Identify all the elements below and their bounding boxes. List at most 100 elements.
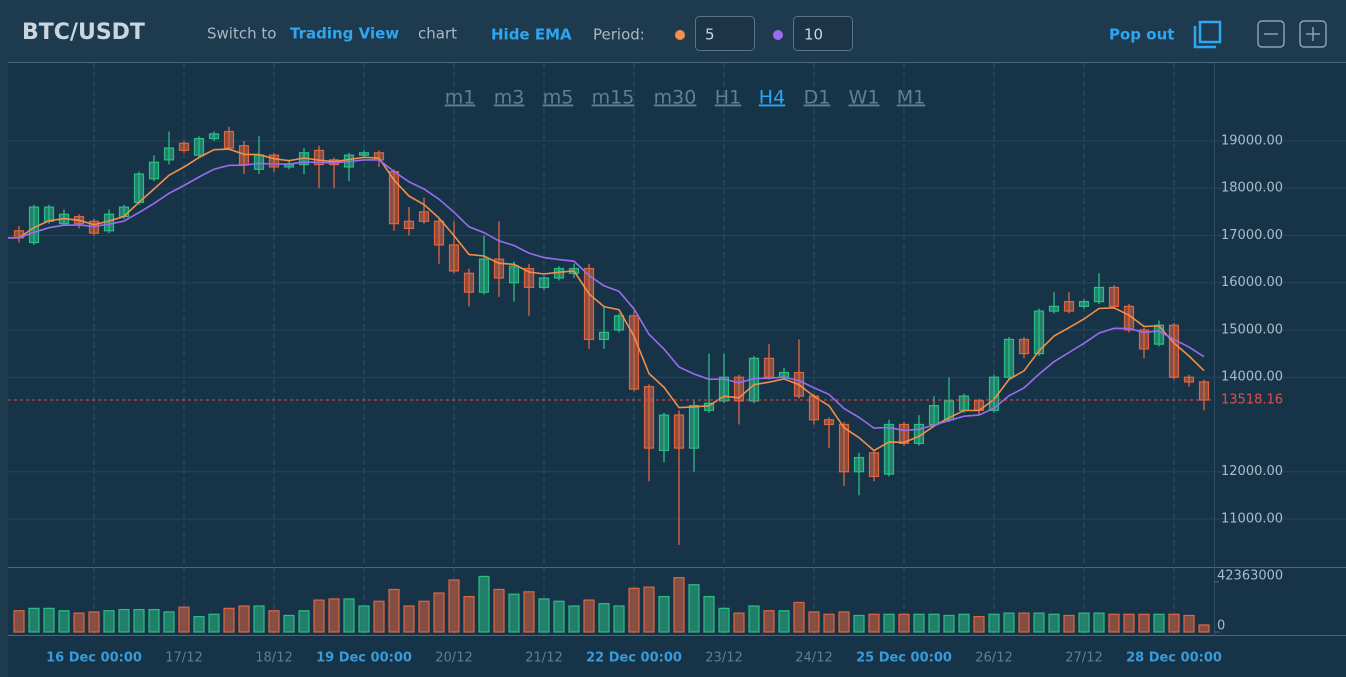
zoom-out-button[interactable] — [1257, 20, 1285, 48]
timeframe-button[interactable]: m5 — [543, 87, 574, 109]
pop-out-icon[interactable] — [1193, 20, 1222, 49]
candle-body — [868, 452, 880, 478]
volume-bar — [298, 610, 310, 633]
candle-body — [1108, 286, 1120, 307]
volume-bar — [658, 595, 670, 633]
candle-body — [403, 220, 415, 229]
volume-bar — [1198, 624, 1210, 633]
volume-bar — [73, 612, 85, 633]
candle-body — [598, 331, 610, 341]
volume-bar — [1108, 613, 1120, 633]
candle-body — [448, 244, 460, 272]
volume-bar — [988, 613, 1000, 633]
volume-bar — [748, 605, 760, 633]
volume-bar — [943, 614, 955, 633]
candle-body — [118, 206, 130, 218]
volume-bar — [118, 608, 130, 633]
volume-bar — [403, 605, 415, 633]
volume-bar — [508, 593, 520, 633]
volume-bar — [448, 579, 460, 633]
zoom-in-button[interactable] — [1299, 20, 1327, 48]
volume-bar — [853, 614, 865, 633]
volume-bar — [568, 605, 580, 633]
candle-body — [583, 267, 595, 341]
volume-bar — [523, 591, 535, 633]
candle-body — [88, 220, 100, 234]
volume-bar — [898, 613, 910, 633]
candle-body — [688, 404, 700, 449]
timeframe-button[interactable]: m1 — [445, 87, 476, 109]
period-input[interactable] — [793, 16, 853, 51]
candle-body — [178, 142, 190, 152]
volume-bar — [88, 611, 100, 633]
x-tick-label: 23/12 — [705, 651, 742, 666]
candle-body — [823, 419, 835, 426]
hide-ema-button[interactable]: Hide EMA — [491, 26, 572, 44]
x-tick-label: 28 Dec 00:00 — [1126, 651, 1222, 666]
ema-line — [8, 148, 1205, 452]
timeframe-button[interactable]: M1 — [897, 87, 925, 109]
timeframe-button[interactable]: W1 — [849, 87, 880, 109]
volume-bar — [1123, 613, 1135, 633]
volume-tick-label: 0 — [1217, 619, 1225, 634]
volume-bar — [433, 592, 445, 633]
volume-bar — [223, 607, 235, 633]
volume-bar — [1003, 612, 1015, 633]
candle-body — [1048, 305, 1060, 312]
x-tick-label: 19 Dec 00:00 — [316, 651, 412, 666]
candle-body — [628, 315, 640, 390]
candle-body — [313, 149, 325, 166]
volume-bar — [628, 587, 640, 633]
candle-body — [193, 138, 205, 156]
volume-bar — [373, 600, 385, 633]
volume-bar — [793, 601, 805, 633]
volume-bar — [193, 616, 205, 633]
period-value: 10 — [804, 26, 823, 44]
volume-bar — [313, 599, 325, 633]
volume-bar — [1168, 613, 1180, 633]
timeframe-button[interactable]: H1 — [715, 87, 741, 109]
volume-bar — [268, 610, 280, 633]
timeframe-button[interactable]: H4 — [759, 87, 785, 109]
y-tick-label: 14000.00 — [1221, 370, 1283, 385]
timeframe-button[interactable]: m15 — [592, 87, 635, 109]
y-tick-label: 11000.00 — [1221, 511, 1283, 526]
candle-body — [418, 211, 430, 222]
period-input[interactable] — [695, 16, 755, 51]
x-tick-label: 18/12 — [255, 651, 292, 666]
volume-bar — [928, 613, 940, 633]
candle-body — [1183, 376, 1195, 383]
volume-bar — [598, 603, 610, 633]
candle-body — [478, 258, 490, 293]
candle-body — [928, 404, 940, 426]
timeframe-button[interactable]: m30 — [654, 87, 697, 109]
candle-body — [433, 220, 445, 246]
volume-bar — [178, 606, 190, 633]
candle-body — [1153, 324, 1165, 345]
volume-bar — [1138, 613, 1150, 633]
trading-view-link[interactable]: Trading View — [290, 25, 399, 43]
candle-body — [208, 133, 220, 140]
candle-body — [1093, 286, 1105, 303]
volume-bar — [1033, 612, 1045, 633]
volume-bar — [823, 613, 835, 633]
period-label: Period: — [593, 26, 645, 44]
timeframe-button[interactable]: D1 — [804, 87, 831, 109]
ema-dot — [675, 30, 685, 40]
timeframe-button[interactable]: m3 — [494, 87, 525, 109]
x-tick-label: 27/12 — [1065, 651, 1102, 666]
volume-bar — [808, 611, 820, 633]
volume-bar — [733, 612, 745, 633]
candle-body — [508, 265, 520, 284]
volume-bar — [343, 598, 355, 633]
volume-bar — [418, 600, 430, 633]
pop-out-button[interactable]: Pop out — [1109, 26, 1174, 44]
x-tick-label: 24/12 — [795, 651, 832, 666]
volume-bar — [688, 584, 700, 633]
volume-bar — [1018, 612, 1030, 633]
candle-body — [148, 161, 160, 180]
x-tick-label: 17/12 — [165, 651, 202, 666]
candle-body — [1138, 329, 1150, 350]
y-tick-label: 17000.00 — [1221, 228, 1283, 243]
